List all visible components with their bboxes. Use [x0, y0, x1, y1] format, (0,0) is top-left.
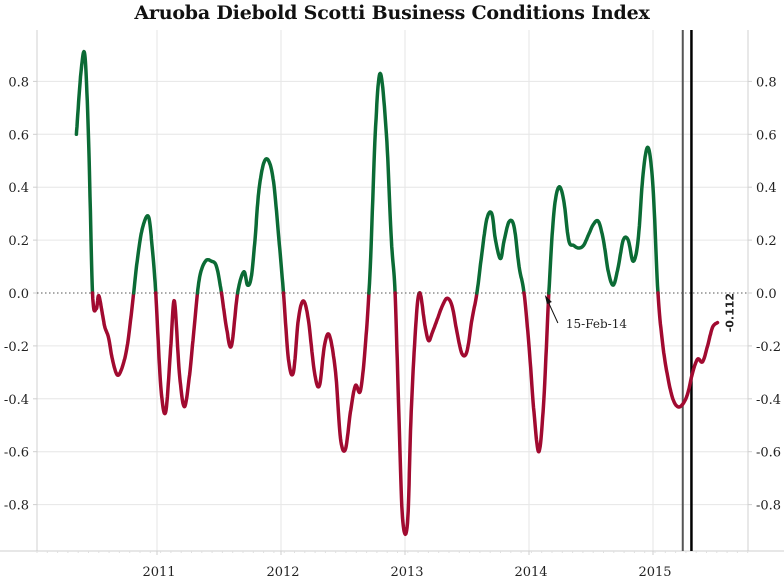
- last-value-label: -0.112: [723, 293, 736, 332]
- y-tick-label-left: 0.2: [8, 234, 29, 249]
- y-tick-label-right: 0.6: [756, 128, 777, 143]
- reference-lines: [37, 30, 748, 551]
- series-segment-negative: [418, 291, 479, 358]
- x-tick-label: 2015: [638, 565, 671, 580]
- series-segment-negative: [154, 291, 200, 416]
- annotation-arrowhead: [544, 295, 552, 304]
- series-segment-positive: [195, 257, 224, 295]
- y-tick-label-right: -0.8: [756, 499, 781, 514]
- y-tick-label-right: 0.8: [756, 75, 777, 90]
- series-segment-positive: [74, 49, 95, 295]
- y-tick-label-left: 0.8: [8, 75, 29, 90]
- y-tick-label-left: -0.2: [4, 340, 29, 355]
- series-segment-positive: [547, 145, 660, 295]
- y-tick-label-left: -0.4: [4, 393, 29, 408]
- series-segment-negative: [219, 291, 240, 349]
- series-segment-negative: [522, 291, 551, 454]
- y-tick-label-left: -0.6: [4, 446, 29, 461]
- series-segment-positive: [131, 214, 158, 295]
- annotation-date-label: 15-Feb-14: [566, 317, 627, 331]
- y-tick-label-left: 0.0: [8, 287, 29, 302]
- series-segment-negative: [656, 291, 720, 409]
- y-tick-label-right: 0.2: [756, 234, 777, 249]
- series-lines: [74, 49, 720, 537]
- y-tick-label-left: 0.4: [8, 181, 29, 196]
- series-segment-negative: [281, 291, 371, 453]
- x-axis-labels: 2011 2012 2013 2014 2015: [142, 565, 671, 580]
- y-axis-left-labels: 0.8 0.6 0.4 0.2 0.0 -0.2 -0.4 -0.6 -0.8: [4, 75, 29, 513]
- y-tick-label-right: -0.4: [756, 393, 781, 408]
- series-segment-positive: [235, 157, 286, 295]
- y-tick-label-right: 0.0: [756, 287, 777, 302]
- x-tick-label: 2011: [142, 565, 175, 580]
- y-axis-right-labels: 0.8 0.6 0.4 0.2 0.0 -0.2 -0.4 -0.6 -0.8: [756, 75, 781, 513]
- y-tick-label-right: 0.4: [756, 181, 777, 196]
- grid-lines: [37, 30, 748, 551]
- y-tick-label-right: -0.2: [756, 340, 781, 355]
- x-tick-label: 2012: [266, 565, 299, 580]
- annotations: 15-Feb-14 -0.112: [544, 293, 736, 332]
- y-tick-label-right: -0.6: [756, 446, 781, 461]
- chart-title: Aruoba Diebold Scotti Business Condition…: [134, 2, 650, 24]
- series-segment-negative: [90, 291, 136, 377]
- series-segment-negative: [393, 291, 422, 537]
- series-segment-positive: [367, 71, 397, 295]
- x-tick-label: 2014: [514, 565, 547, 580]
- axes: [0, 30, 784, 555]
- series-segment-positive: [475, 210, 526, 295]
- x-tick-label: 2013: [390, 565, 423, 580]
- y-tick-label-left: 0.6: [8, 128, 29, 143]
- y-tick-label-left: -0.8: [4, 499, 29, 514]
